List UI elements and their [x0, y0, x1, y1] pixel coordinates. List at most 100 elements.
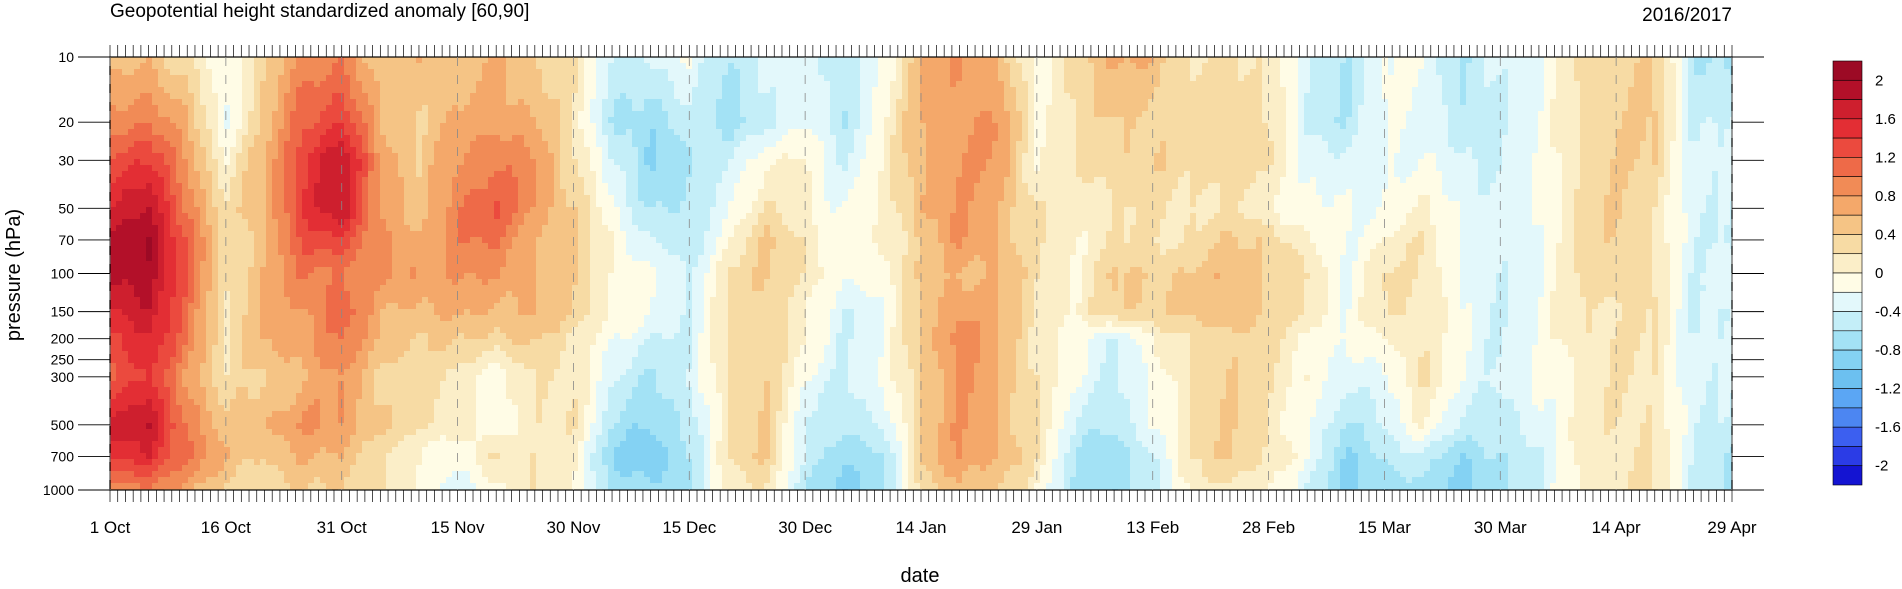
field-cell: [146, 129, 153, 136]
field-cell: [1340, 63, 1347, 70]
field-cell: [1256, 123, 1263, 130]
field-cell: [1334, 159, 1341, 166]
field-cell: [1136, 87, 1143, 94]
field-cell: [608, 135, 615, 142]
field-cell: [1436, 99, 1443, 106]
field-cell: [1064, 159, 1071, 166]
field-cell: [818, 153, 825, 160]
field-cell: [734, 81, 741, 88]
field-cell: [110, 111, 117, 118]
field-cell: [896, 129, 903, 136]
field-cell: [1532, 75, 1539, 82]
field-cell: [1478, 75, 1485, 82]
field-cell: [482, 99, 489, 106]
field-cell: [590, 165, 597, 172]
field-cell: [1274, 81, 1281, 88]
field-cell: [986, 135, 993, 142]
field-cell: [1040, 69, 1047, 76]
field-cell: [1058, 69, 1065, 76]
field-cell: [1322, 141, 1329, 148]
field-cell: [1538, 63, 1545, 70]
field-cell: [284, 117, 291, 124]
field-cell: [746, 57, 753, 64]
field-cell: [1562, 135, 1569, 142]
field-cell: [1640, 87, 1647, 94]
field-cell: [596, 105, 603, 112]
field-cell: [134, 129, 141, 136]
field-cell: [644, 93, 651, 100]
field-cell: [860, 69, 867, 76]
field-cell: [1538, 93, 1545, 100]
field-cell: [506, 75, 513, 82]
field-cell: [1598, 87, 1605, 94]
field-cell: [482, 111, 489, 118]
field-cell: [1196, 57, 1203, 64]
field-cell: [998, 129, 1005, 136]
field-cell: [1490, 105, 1497, 112]
field-cell: [818, 87, 825, 94]
field-cell: [1148, 87, 1155, 94]
field-cell: [494, 129, 501, 136]
field-cell: [1550, 141, 1557, 148]
field-cell: [1142, 75, 1149, 82]
field-cell: [1160, 147, 1167, 154]
field-cell: [1094, 129, 1101, 136]
field-cell: [254, 63, 261, 70]
field-cell: [326, 129, 333, 136]
field-cell: [1028, 57, 1035, 64]
field-cell: [1202, 129, 1209, 136]
field-cell: [1454, 141, 1461, 148]
field-cell: [1190, 147, 1197, 154]
field-cell: [674, 129, 681, 136]
field-cell: [698, 135, 705, 142]
field-cell: [656, 57, 663, 64]
field-cell: [128, 159, 135, 166]
field-cell: [1154, 147, 1161, 154]
field-cell: [794, 105, 801, 112]
field-cell: [878, 153, 885, 160]
field-cell: [206, 87, 213, 94]
field-cell: [1490, 111, 1497, 118]
field-cell: [674, 153, 681, 160]
field-cell: [1700, 117, 1707, 124]
field-cell: [1196, 129, 1203, 136]
field-cell: [1670, 135, 1677, 142]
field-cell: [1508, 93, 1515, 100]
field-cell: [164, 69, 171, 76]
field-cell: [758, 93, 765, 100]
field-cell: [1070, 153, 1077, 160]
field-cell: [1088, 147, 1095, 154]
field-cell: [1328, 153, 1335, 160]
field-cell: [548, 69, 555, 76]
field-cell: [962, 111, 969, 118]
field-cell: [380, 105, 387, 112]
field-cell: [1550, 105, 1557, 112]
field-cell: [182, 105, 189, 112]
field-cell: [1358, 93, 1365, 100]
field-cell: [260, 63, 267, 70]
field-cell: [398, 111, 405, 118]
field-cell: [722, 117, 729, 124]
field-cell: [1124, 147, 1131, 154]
field-cell: [530, 129, 537, 136]
field-cell: [1478, 117, 1485, 124]
field-cell: [1154, 87, 1161, 94]
field-cell: [170, 135, 177, 142]
field-cell: [452, 111, 459, 118]
field-cell: [1628, 63, 1635, 70]
field-cell: [1118, 111, 1125, 118]
field-cell: [1118, 141, 1125, 148]
field-cell: [350, 147, 357, 154]
field-cell: [722, 57, 729, 64]
field-cell: [1604, 135, 1611, 142]
field-cell: [116, 105, 123, 112]
field-cell: [1022, 87, 1029, 94]
field-cell: [1562, 81, 1569, 88]
field-cell: [698, 105, 705, 112]
field-cell: [1400, 99, 1407, 106]
field-cell: [320, 105, 327, 112]
field-cell: [1184, 69, 1191, 76]
field-cell: [536, 105, 543, 112]
field-cell: [1334, 129, 1341, 136]
field-cell: [158, 81, 165, 88]
